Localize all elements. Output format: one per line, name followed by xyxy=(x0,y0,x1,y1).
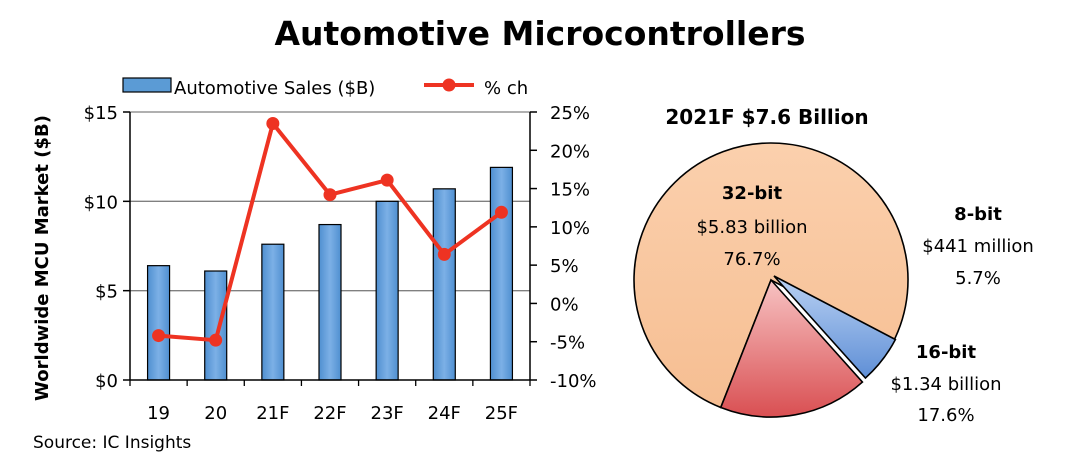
y2-tick-label: 0% xyxy=(550,294,579,315)
bar xyxy=(489,166,514,381)
legend-label-line: % ch xyxy=(484,78,528,99)
y2-tick-label: 15% xyxy=(550,180,590,201)
source-note: Source: IC Insights xyxy=(33,433,192,453)
pie-slice-16-bit xyxy=(719,278,864,418)
pie-title: 2021F $7.6 Billion xyxy=(665,105,868,129)
x-tick-label: 22F xyxy=(313,403,346,424)
pie-chart: 2021F $7.6 Billion 32-bit $5.83 billion 76.… xyxy=(633,105,1034,426)
y-axis-title: Worldwide MCU Market ($B) xyxy=(32,115,53,401)
x-tick-label: 21F xyxy=(256,403,289,424)
bar-line-chart: $0 $5 $10 $15 -10% -5% 0% 5% 10% 15% 20% 25% 19 20 21F… xyxy=(32,77,597,424)
pie-label-percent: 5.7% xyxy=(955,268,1001,289)
x-tick-label: 20 xyxy=(204,403,227,424)
y-tick-label: $0 xyxy=(95,371,118,392)
legend-marker-line xyxy=(442,78,456,92)
pie-label-percent: 76.7% xyxy=(723,249,780,270)
x-tick-label: 25F xyxy=(485,403,518,424)
pie-label-amount: $441 million xyxy=(922,236,1034,257)
chart-title: Automotive Microcontrollers xyxy=(274,14,806,53)
line-point xyxy=(266,116,280,130)
y2-tick-label: 5% xyxy=(550,256,579,277)
line-point xyxy=(437,247,451,261)
pie-label-amount: $1.34 billion xyxy=(890,374,1001,395)
pie-label-percent: 17.6% xyxy=(917,405,974,426)
line-point xyxy=(380,173,394,187)
bar xyxy=(375,200,399,381)
pie-label-name: 16-bit xyxy=(916,342,977,363)
x-tick-label: 23F xyxy=(371,403,404,424)
y2-tick-label: 10% xyxy=(550,218,590,239)
bar xyxy=(318,223,342,381)
legend-label-bar: Automotive Sales ($B) xyxy=(174,78,375,99)
y-tick-label: $10 xyxy=(84,192,118,213)
x-tick-label: 19 xyxy=(147,403,170,424)
line-point xyxy=(494,205,508,219)
pie-label-amount: $5.83 billion xyxy=(696,217,807,238)
pie-label-name: 8-bit xyxy=(954,204,1002,225)
y2-tick-label: 25% xyxy=(550,103,590,124)
y-tick-label: $5 xyxy=(95,282,118,303)
bar xyxy=(204,270,228,381)
bar xyxy=(432,188,456,381)
pie-label-name: 32-bit xyxy=(722,183,783,204)
bar xyxy=(261,243,285,381)
bar xyxy=(146,265,171,381)
y2-tick-label: 20% xyxy=(550,141,590,162)
y2-tick-label: -10% xyxy=(550,371,597,392)
x-tick-label: 24F xyxy=(428,403,461,424)
legend-swatch-bar xyxy=(122,77,172,93)
line-point xyxy=(209,333,223,347)
pie-slice-8-bit xyxy=(773,275,897,380)
line-point xyxy=(323,188,337,202)
line-point xyxy=(152,329,166,343)
y-tick-label: $15 xyxy=(84,103,118,124)
y2-tick-label: -5% xyxy=(550,333,585,354)
pie-slice-32-bit xyxy=(633,142,909,409)
